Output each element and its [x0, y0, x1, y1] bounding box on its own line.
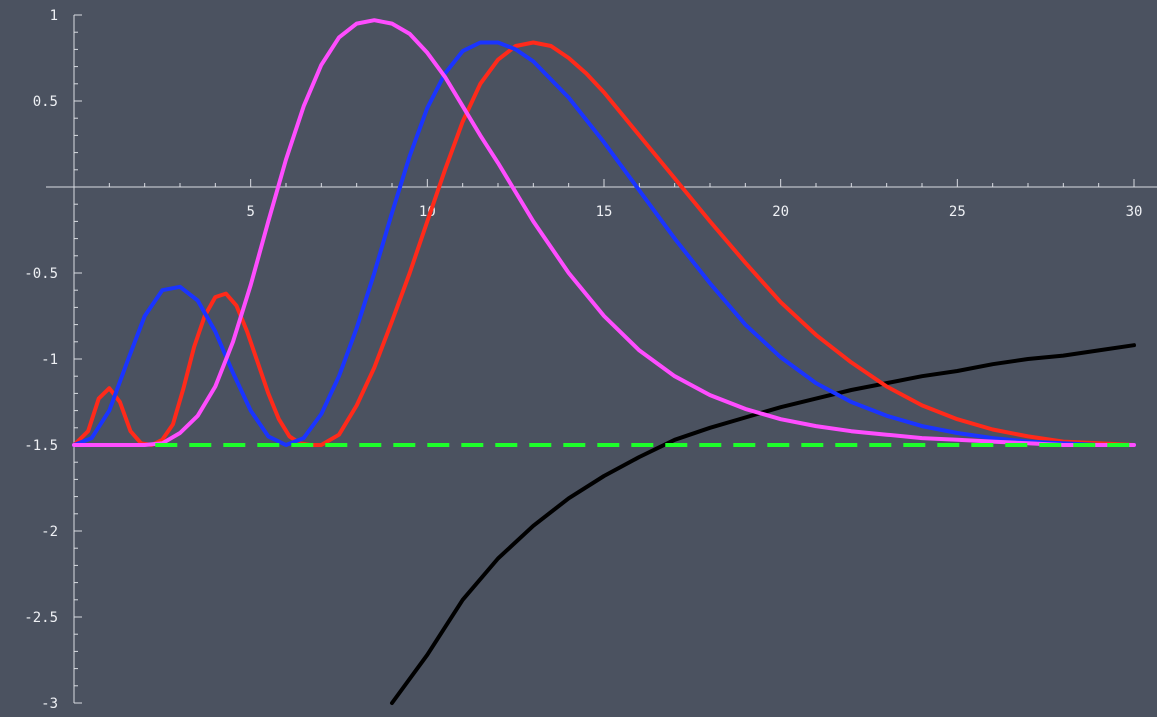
y-tick-label: 0.5: [33, 94, 58, 110]
y-tick-label: -2: [41, 524, 58, 540]
x-tick-label: 5: [246, 204, 254, 220]
series-layer: [72, 18, 1136, 705]
series-line-2: [72, 40, 1136, 447]
y-tick-label: 1: [50, 8, 58, 24]
y-tick-label: -1.5: [24, 438, 58, 454]
x-tick-label: 20: [772, 204, 789, 220]
x-tick-label: 30: [1126, 204, 1143, 220]
x-tick-label: 15: [596, 204, 613, 220]
y-tick-label: -0.5: [24, 266, 58, 282]
series-line-4: [72, 18, 1136, 447]
y-tick-label: -1: [41, 352, 58, 368]
y-tick-label: -3: [41, 696, 58, 712]
series-line-1: [390, 343, 1136, 705]
series-line-3: [72, 40, 1136, 447]
y-tick-label: -2.5: [24, 610, 58, 626]
x-tick-label: 25: [949, 204, 966, 220]
